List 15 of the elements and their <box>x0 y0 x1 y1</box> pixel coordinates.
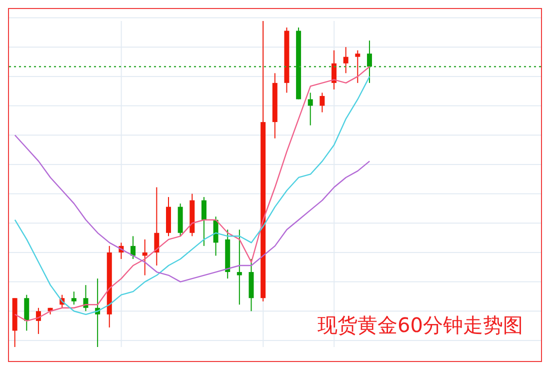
candlestick <box>320 92 325 113</box>
candlestick <box>130 236 136 260</box>
candlestick <box>343 46 348 74</box>
candlestick <box>154 186 160 266</box>
candlestick <box>83 284 88 312</box>
candlestick <box>332 50 337 90</box>
candlestick <box>366 40 372 84</box>
candlestick <box>308 92 313 126</box>
candlestick <box>355 50 360 84</box>
annotation: 现货黄金60分钟走势图 <box>318 312 523 339</box>
candlestick <box>201 196 206 246</box>
candlestick <box>71 291 76 306</box>
candlestick <box>236 229 242 306</box>
candlestick <box>24 294 30 332</box>
candlestick <box>142 238 148 276</box>
